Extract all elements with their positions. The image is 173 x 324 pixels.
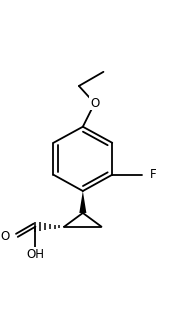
Polygon shape: [79, 191, 86, 213]
Text: OH: OH: [26, 248, 44, 261]
Text: F: F: [149, 168, 156, 181]
Text: O: O: [90, 97, 99, 110]
Text: O: O: [1, 230, 10, 243]
